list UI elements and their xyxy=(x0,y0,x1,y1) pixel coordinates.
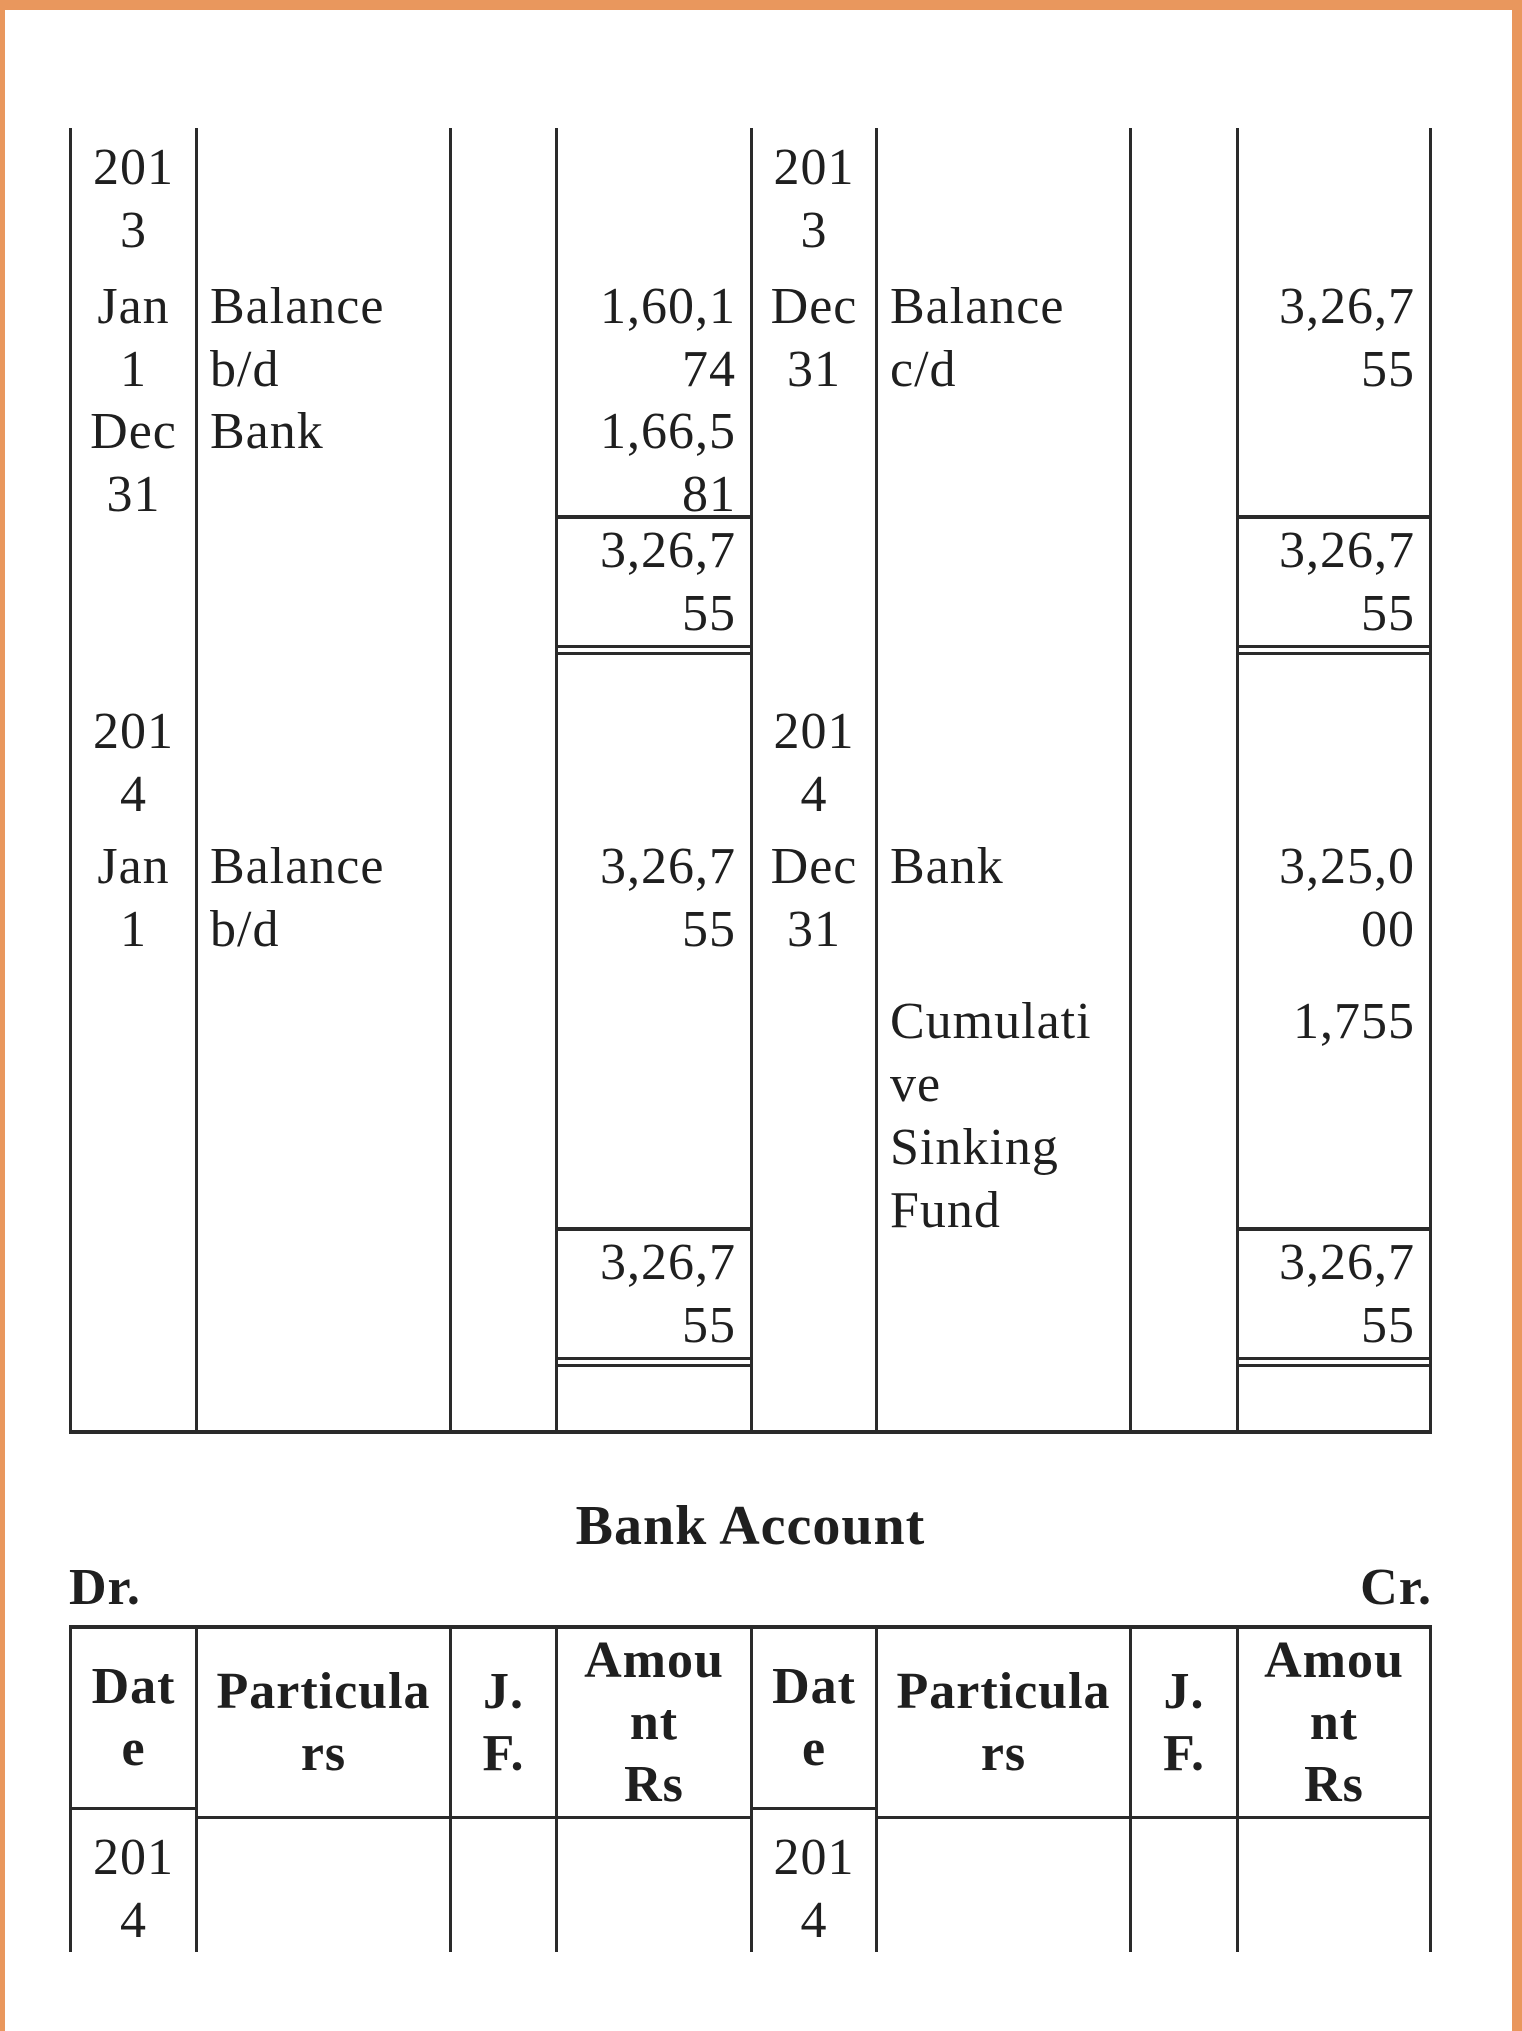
cr-jf-column xyxy=(1129,128,1236,1430)
cr-date-column: 201 3 Dec 31 201 4 Dec 31 xyxy=(750,128,875,1430)
dr-2014-amount1: 3,26,7 55 xyxy=(600,838,736,958)
page-border-right xyxy=(1512,0,1522,2031)
bank-cr-date-column: Dat e 201 4 xyxy=(750,1629,875,1952)
cr-particulars-column: Balance c/d Bank Cumulati ve Sinking Fun… xyxy=(875,128,1129,1430)
bank-dr-particulars-column: Particula rs xyxy=(195,1629,449,1952)
page-border-top xyxy=(0,0,1522,10)
header-date-label: Dat e xyxy=(772,1658,856,1777)
bank-dr-jf-header: J. F. xyxy=(452,1629,555,1819)
bank-dr-date-cell: 201 4 xyxy=(93,1829,174,1949)
bank-dr-jf-column: J. F. xyxy=(449,1629,555,1952)
dr-jf-column xyxy=(449,128,555,1430)
header-jf-label: J. F. xyxy=(1163,1662,1205,1782)
dr-2014-total-box: 3,26,7 55 xyxy=(558,1227,750,1367)
dr-amount-column: 1,60,1 74 1,66,5 81 3,26,7 55 3,26,7 55 … xyxy=(555,128,750,1430)
cr-2013-particulars1: Balance c/d xyxy=(890,278,1065,398)
dr-2014-year: 201 4 xyxy=(93,703,174,823)
bank-cr-date-header: Dat e xyxy=(753,1629,875,1810)
cr-amount-column: 3,26,7 55 3,26,7 55 3,25,0 00 1,755 3,26… xyxy=(1236,128,1432,1430)
header-jf-label: J. F. xyxy=(482,1662,525,1782)
bank-cr-jf-cell xyxy=(1132,1819,1236,1952)
bank-dr-particulars-header: Particula rs xyxy=(198,1629,449,1819)
dr-2014-total: 3,26,7 55 xyxy=(600,1234,736,1354)
bank-cr-particulars-header: Particula rs xyxy=(878,1629,1129,1819)
header-particulars-label: Particula rs xyxy=(216,1662,431,1782)
bank-dr-amount-cell xyxy=(558,1819,750,1952)
dr-2013-date2: Dec 31 xyxy=(90,403,177,523)
bank-account-table: Dat e 201 4 Particula rs J. F. Amou nt R… xyxy=(69,1625,1432,1952)
dr-date-column: 201 3 Jan 1 Dec 31 201 4 Jan 1 xyxy=(69,128,195,1430)
header-amount-label: Amou nt Rs xyxy=(1264,1631,1404,1813)
dr-label: Dr. xyxy=(69,1559,141,1616)
cr-2013-year: 201 3 xyxy=(773,139,855,259)
bank-account-title: Bank Account xyxy=(575,1495,926,1557)
cr-2013-total-box: 3,26,7 55 xyxy=(1239,515,1429,655)
bank-cr-date-cell: 201 4 xyxy=(773,1829,855,1949)
cr-2014-date1: Dec 31 xyxy=(770,838,858,958)
cr-2014-particulars1: Bank xyxy=(890,838,1004,895)
cr-2014-amount2: 1,755 xyxy=(1293,993,1415,1050)
dr-2013-particulars2: Bank xyxy=(210,403,324,460)
cr-2014-amount1: 3,25,0 00 xyxy=(1279,838,1415,958)
bank-dr-jf-cell xyxy=(452,1819,555,1952)
cr-2014-total: 3,26,7 55 xyxy=(1279,1234,1415,1354)
bank-cr-amount-column: Amou nt Rs xyxy=(1236,1629,1432,1952)
dr-2014-particulars1: Balance b/d xyxy=(210,838,385,958)
cr-2013-total: 3,26,7 55 xyxy=(1279,522,1415,642)
cr-2013-amount1: 3,26,7 55 xyxy=(1279,278,1415,398)
bank-dr-amount-header: Amou nt Rs xyxy=(558,1629,750,1819)
cr-2014-particulars2: Cumulati ve Sinking Fund xyxy=(890,993,1092,1239)
bank-cr-particulars-column: Particula rs xyxy=(875,1629,1129,1952)
bank-dr-particulars-cell xyxy=(198,1819,449,1952)
cr-2013-date1: Dec 31 xyxy=(770,278,858,398)
dr-2013-particulars1: Balance b/d xyxy=(210,278,385,398)
bank-cr-amount-cell xyxy=(1239,1819,1429,1952)
bank-dr-date-column: Dat e 201 4 xyxy=(69,1629,195,1952)
bank-cr-jf-column: J. F. xyxy=(1129,1629,1236,1952)
sinking-fund-ledger-table: 201 3 Jan 1 Dec 31 201 4 Jan 1 Balance b… xyxy=(69,128,1432,1434)
header-date-label: Dat e xyxy=(91,1658,176,1777)
bank-cr-particulars-cell xyxy=(878,1819,1129,1952)
dr-2013-total-box: 3,26,7 55 xyxy=(558,515,750,655)
cr-2014-year: 201 4 xyxy=(773,703,855,823)
bank-cr-jf-header: J. F. xyxy=(1132,1629,1236,1819)
dr-2013-year: 201 3 xyxy=(93,139,174,259)
bank-dr-amount-column: Amou nt Rs xyxy=(555,1629,750,1952)
dr-2014-date1: Jan 1 xyxy=(97,838,170,958)
dr-2013-amount2: 1,66,5 81 xyxy=(600,403,736,523)
cr-2014-total-box: 3,26,7 55 xyxy=(1239,1227,1429,1367)
dr-2013-date1: Jan 1 xyxy=(97,278,170,398)
bank-dr-date-header: Dat e xyxy=(72,1629,195,1810)
dr-particulars-column: Balance b/d Bank Balance b/d xyxy=(195,128,449,1430)
bank-cr-amount-header: Amou nt Rs xyxy=(1239,1629,1429,1819)
header-particulars-label: Particula rs xyxy=(896,1662,1111,1782)
page-border-left xyxy=(0,0,5,2031)
header-amount-label: Amou nt Rs xyxy=(584,1631,724,1813)
dr-2013-amount1: 1,60,1 74 xyxy=(600,278,736,398)
dr-2013-total: 3,26,7 55 xyxy=(600,522,736,642)
cr-label: Cr. xyxy=(1360,1559,1432,1616)
